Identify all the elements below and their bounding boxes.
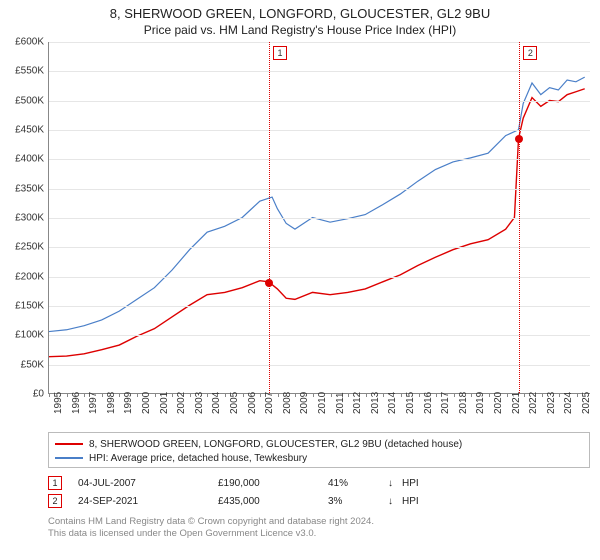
y-tick-label: £350K: [0, 183, 44, 194]
y-tick-label: £250K: [0, 242, 44, 253]
x-tick-label: 1995: [53, 392, 64, 414]
x-tick-label: 2006: [247, 392, 258, 414]
y-tick-label: £150K: [0, 301, 44, 312]
y-tick-label: £550K: [0, 66, 44, 77]
y-tick-label: £100K: [0, 330, 44, 341]
event-row: 1 04-JUL-2007£190,00041%↓HPI: [48, 474, 590, 492]
x-tick-label: 2008: [282, 392, 293, 414]
x-tick-label: 2016: [423, 392, 434, 414]
x-tick-label: 2007: [264, 392, 275, 414]
event-delta: 41%: [328, 478, 388, 489]
legend-item: 8, SHERWOOD GREEN, LONGFORD, GLOUCESTER,…: [55, 437, 583, 451]
footer-line-2: This data is licensed under the Open Gov…: [48, 528, 590, 540]
x-tick-label: 2021: [511, 392, 522, 414]
x-tick-label: 2013: [370, 392, 381, 414]
x-tick-label: 2009: [299, 392, 310, 414]
y-tick-label: £50K: [0, 359, 44, 370]
series-price_paid: [49, 89, 585, 357]
y-tick-label: £200K: [0, 271, 44, 282]
y-tick-label: £600K: [0, 37, 44, 48]
y-tick-label: £400K: [0, 154, 44, 165]
event-price: £435,000: [218, 496, 328, 507]
title-block: 8, SHERWOOD GREEN, LONGFORD, GLOUCESTER,…: [0, 0, 600, 37]
legend-swatch: [55, 443, 83, 445]
x-tick-label: 2019: [475, 392, 486, 414]
x-tick-label: 2015: [405, 392, 416, 414]
x-tick-label: 2011: [335, 392, 346, 414]
x-tick-label: 2012: [352, 392, 363, 414]
x-tick-label: 2018: [458, 392, 469, 414]
x-tick-label: 1998: [106, 392, 117, 414]
event-date: 04-JUL-2007: [78, 478, 218, 489]
x-tick-label: 2001: [159, 392, 170, 414]
event-date: 24-SEP-2021: [78, 496, 218, 507]
event-delta: 3%: [328, 496, 388, 507]
legend-label: HPI: Average price, detached house, Tewk…: [89, 453, 307, 464]
event-row-badge: 1: [48, 476, 62, 490]
footer-line-1: Contains HM Land Registry data © Crown c…: [48, 516, 590, 528]
legend-swatch: [55, 457, 83, 459]
event-row: 2 24-SEP-2021£435,0003%↓HPI: [48, 492, 590, 510]
x-tick-label: 2017: [440, 392, 451, 414]
x-tick-label: 2005: [229, 392, 240, 414]
x-tick-label: 1996: [71, 392, 82, 414]
event-price: £190,000: [218, 478, 328, 489]
x-tick-label: 2000: [141, 392, 152, 414]
event-suffix: HPI: [402, 478, 419, 489]
footer-attribution: Contains HM Land Registry data © Crown c…: [48, 516, 590, 541]
event-row-badge: 2: [48, 494, 62, 508]
x-tick-label: 2003: [194, 392, 205, 414]
x-tick-label: 2024: [563, 392, 574, 414]
legend: 8, SHERWOOD GREEN, LONGFORD, GLOUCESTER,…: [48, 432, 590, 468]
legend-label: 8, SHERWOOD GREEN, LONGFORD, GLOUCESTER,…: [89, 439, 462, 450]
legend-item: HPI: Average price, detached house, Tewk…: [55, 451, 583, 465]
event-marker: [515, 135, 523, 143]
chart: £0 £50K £100K £150K £200K £250K £300K £350K £400…: [0, 38, 600, 428]
events-table: 1 04-JUL-2007£190,00041%↓HPI 2 24-SEP-2021£…: [48, 474, 590, 510]
x-tick-label: 2023: [546, 392, 557, 414]
chart-title: 8, SHERWOOD GREEN, LONGFORD, GLOUCESTER,…: [0, 6, 600, 21]
event-marker: [265, 279, 273, 287]
y-tick-label: £300K: [0, 213, 44, 224]
event-suffix: HPI: [402, 496, 419, 507]
event-badge: 1: [273, 46, 287, 60]
chart-subtitle: Price paid vs. HM Land Registry's House …: [0, 23, 600, 37]
y-tick-label: £0: [0, 389, 44, 400]
y-tick-label: £450K: [0, 125, 44, 136]
event-badge: 2: [523, 46, 537, 60]
x-tick-label: 2025: [581, 392, 592, 414]
x-tick-label: 2014: [387, 392, 398, 414]
event-vline: [269, 42, 270, 393]
y-tick-label: £500K: [0, 95, 44, 106]
x-tick-label: 2002: [176, 392, 187, 414]
arrow-down-icon: ↓: [388, 496, 402, 507]
x-tick-label: 1997: [88, 392, 99, 414]
x-tick-label: 2004: [211, 392, 222, 414]
arrow-down-icon: ↓: [388, 478, 402, 489]
x-tick-label: 2020: [493, 392, 504, 414]
x-tick-label: 1999: [123, 392, 134, 414]
event-vline: [519, 42, 520, 393]
plot-area: 1995199619971998199920002001200220032004…: [48, 42, 590, 394]
x-tick-label: 2022: [528, 392, 539, 414]
x-tick-label: 2010: [317, 392, 328, 414]
